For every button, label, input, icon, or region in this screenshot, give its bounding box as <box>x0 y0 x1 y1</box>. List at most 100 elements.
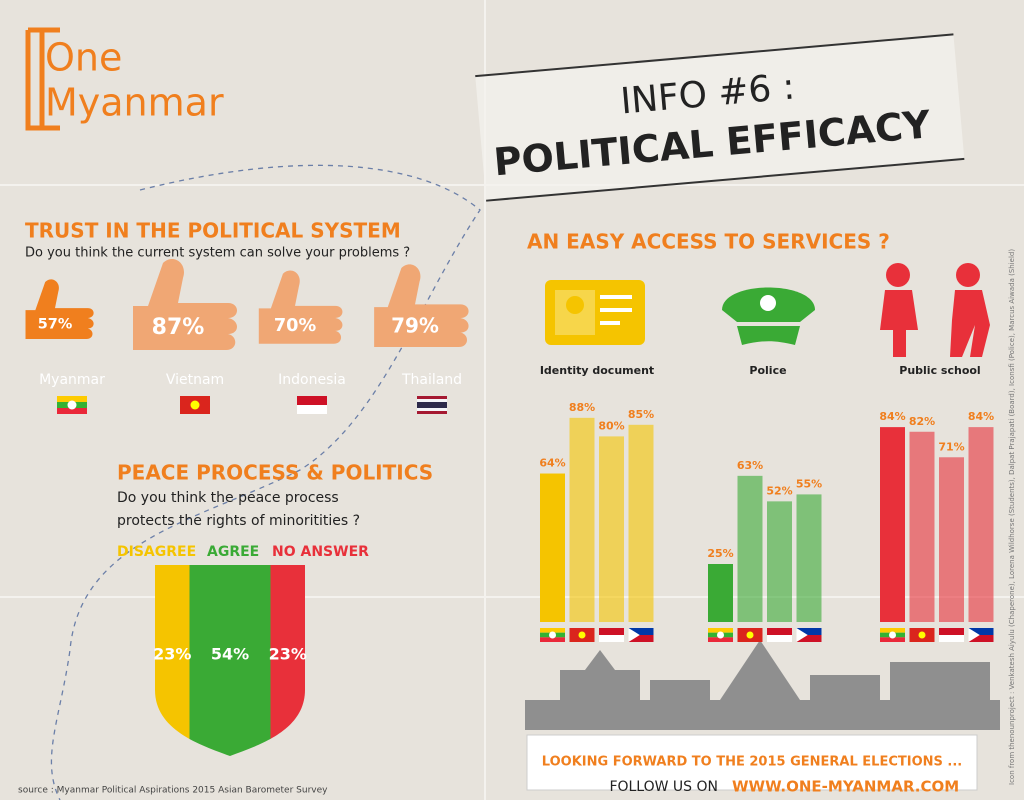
section-subtitle: Do you think the current system can solv… <box>25 246 410 261</box>
logo-frame <box>25 27 60 131</box>
title-banner <box>475 34 965 201</box>
flag <box>599 628 624 635</box>
value-label: 54% <box>211 645 249 664</box>
flag <box>796 628 822 635</box>
legend-label: AGREE <box>207 544 259 560</box>
flag <box>968 628 994 635</box>
footer-url: WWW.ONE-MYANMAR.COM <box>732 778 959 796</box>
value-label: 52% <box>766 484 792 497</box>
value-label: 85% <box>628 408 654 421</box>
flag <box>767 628 792 635</box>
flag <box>918 631 926 639</box>
bar <box>796 494 822 622</box>
legend-label: DISAGREE <box>117 544 196 560</box>
section-subtitle: Do you think the peace process <box>117 490 339 506</box>
value-label: 84% <box>968 410 994 423</box>
source: source : Myanmar Political Aspirations 2… <box>18 786 328 796</box>
flag <box>297 396 327 405</box>
flag <box>968 628 980 642</box>
flag <box>628 628 654 635</box>
thumb: 57% <box>25 279 94 339</box>
footer-follow: FOLLOW US ON <box>609 779 718 795</box>
flag <box>968 635 994 642</box>
student-icon <box>956 263 980 287</box>
value-label: 87% <box>152 315 205 340</box>
flag <box>880 628 905 633</box>
dashed-path <box>50 164 481 800</box>
police-visor <box>737 326 800 345</box>
value-label: 70% <box>274 316 317 336</box>
logo-text: Myanmar <box>45 81 224 125</box>
thumb-icon <box>374 264 469 348</box>
flag <box>297 405 327 414</box>
id-head <box>566 296 584 314</box>
value-label: 71% <box>938 440 964 453</box>
flag <box>767 635 792 642</box>
flag <box>796 635 822 642</box>
footer-box <box>526 734 978 791</box>
category-label: Myanmar <box>39 372 105 388</box>
section-title: TRUST IN THE POLITICAL SYSTEM <box>25 219 401 243</box>
bar <box>767 501 792 622</box>
flag <box>599 635 624 642</box>
group-label: Identity document <box>540 364 654 377</box>
flag <box>746 631 754 639</box>
skyline <box>525 640 1000 730</box>
flag <box>628 628 640 642</box>
group-label: Public school <box>899 364 980 377</box>
flag <box>549 631 556 639</box>
student-icon <box>880 290 918 357</box>
category-label: Thailand <box>401 372 462 388</box>
thumb: 70% <box>258 270 343 344</box>
value-label: 63% <box>737 459 763 472</box>
flag <box>708 637 733 642</box>
value-label: 55% <box>796 477 822 490</box>
value-label: 23% <box>153 645 191 664</box>
shield-segment <box>189 565 271 756</box>
rule <box>486 157 965 202</box>
flag <box>417 402 447 408</box>
footer-line: LOOKING FORWARD TO THE 2015 GENERAL ELEC… <box>542 755 962 770</box>
badge <box>760 295 776 311</box>
value-label: 23% <box>269 645 307 664</box>
flag <box>628 635 654 642</box>
flag <box>717 631 724 639</box>
student-icon <box>950 290 990 357</box>
flag <box>540 628 565 633</box>
section-title: PEACE PROCESS & POLITICS <box>117 461 433 485</box>
category-label: Vietnam <box>166 372 224 388</box>
thumb-icon <box>133 258 237 350</box>
legend-label: NO ANSWER <box>272 544 369 560</box>
bar <box>599 436 624 622</box>
student-icon <box>886 263 910 287</box>
bar <box>968 427 994 622</box>
value-label: 80% <box>598 419 624 432</box>
flag <box>540 637 565 642</box>
id-lines <box>600 295 632 325</box>
thumb-icon <box>25 279 94 339</box>
bar <box>909 431 935 622</box>
flag <box>889 631 896 639</box>
flag <box>57 396 87 402</box>
flag <box>939 628 964 635</box>
value-label: 64% <box>539 457 565 470</box>
bar <box>880 427 905 622</box>
thumb: 79% <box>374 264 469 348</box>
bar <box>628 424 654 622</box>
group-label: Police <box>749 364 786 377</box>
flag <box>708 628 733 633</box>
flag <box>190 400 200 410</box>
value-label: 79% <box>391 314 439 338</box>
value-label: 84% <box>879 410 905 423</box>
bar <box>708 564 733 622</box>
flag <box>796 628 808 642</box>
value-label: 57% <box>38 317 72 333</box>
flag <box>67 400 77 410</box>
bar <box>569 417 595 622</box>
flag <box>57 408 87 414</box>
credits: Icon from thenounproject : Venkatesh Aiy… <box>1008 249 1016 785</box>
bar <box>737 475 763 622</box>
thumb: 87% <box>133 258 237 350</box>
flag <box>578 631 586 639</box>
flag <box>939 635 964 642</box>
